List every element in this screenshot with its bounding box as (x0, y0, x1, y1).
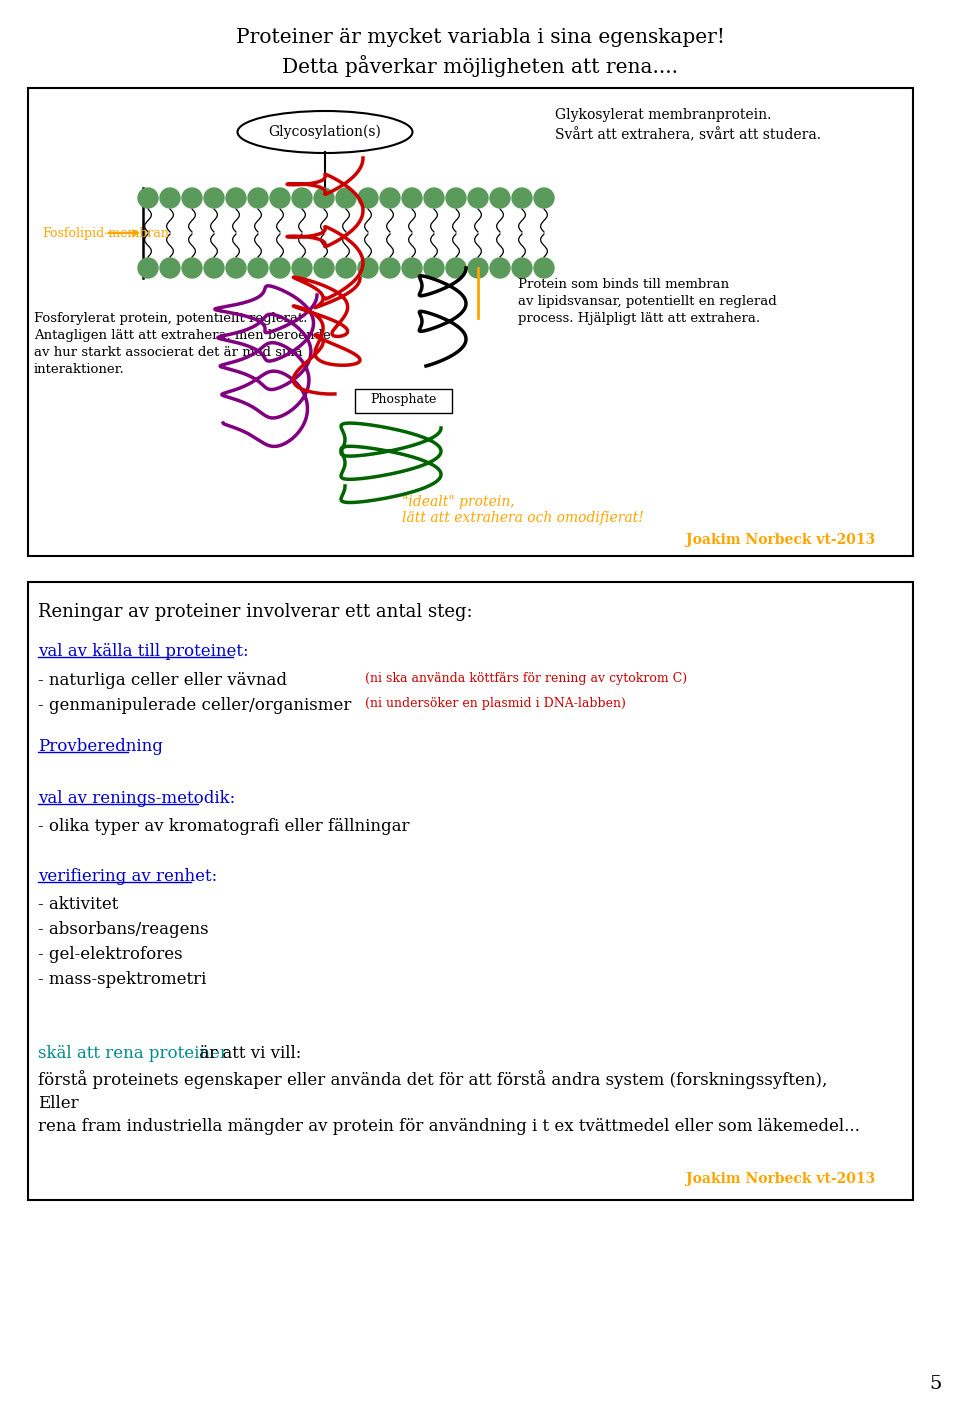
Text: Svårt att extrahera, svårt att studera.: Svårt att extrahera, svårt att studera. (555, 127, 821, 143)
Text: skäl att rena proteiner: skäl att rena proteiner (38, 1045, 228, 1062)
Circle shape (160, 188, 180, 207)
Circle shape (490, 258, 510, 277)
Circle shape (182, 258, 202, 277)
Text: "idealt" protein,
lätt att extrahera och omodifierat!: "idealt" protein, lätt att extrahera och… (402, 495, 644, 525)
Circle shape (534, 188, 554, 207)
Circle shape (336, 188, 356, 207)
Text: val av källa till proteinet:: val av källa till proteinet: (38, 643, 249, 660)
Circle shape (402, 258, 422, 277)
Text: rena fram industriella mängder av protein för användning i t ex tvättmedel eller: rena fram industriella mängder av protei… (38, 1118, 860, 1135)
Text: val av renings-metodik:: val av renings-metodik: (38, 790, 235, 807)
Text: Joakim Norbeck vt-2013: Joakim Norbeck vt-2013 (685, 532, 875, 546)
FancyBboxPatch shape (28, 88, 913, 556)
Circle shape (204, 188, 224, 207)
FancyBboxPatch shape (355, 389, 452, 413)
Circle shape (358, 188, 378, 207)
Text: - gel-elektrofores: - gel-elektrofores (38, 946, 182, 962)
Text: Protein som binds till membran
av lipidsvansar, potentiellt en reglerad
process.: Protein som binds till membran av lipids… (518, 277, 777, 325)
Circle shape (534, 258, 554, 277)
Circle shape (270, 188, 290, 207)
Text: - aktivitet: - aktivitet (38, 897, 118, 913)
Circle shape (358, 258, 378, 277)
Circle shape (204, 258, 224, 277)
Text: Joakim Norbeck vt-2013: Joakim Norbeck vt-2013 (685, 1173, 875, 1187)
Circle shape (490, 188, 510, 207)
FancyBboxPatch shape (28, 581, 913, 1201)
Circle shape (292, 188, 312, 207)
Circle shape (468, 188, 488, 207)
Circle shape (138, 188, 158, 207)
Circle shape (292, 258, 312, 277)
Circle shape (512, 188, 532, 207)
Text: - genmanipulerade celler/organismer: - genmanipulerade celler/organismer (38, 698, 351, 715)
Circle shape (226, 258, 246, 277)
Circle shape (138, 258, 158, 277)
Text: Phosphate: Phosphate (370, 394, 436, 406)
Circle shape (468, 258, 488, 277)
Text: Eller: Eller (38, 1096, 79, 1112)
Text: 5: 5 (929, 1374, 942, 1393)
Text: - olika typer av kromatografi eller fällningar: - olika typer av kromatografi eller fäll… (38, 818, 410, 835)
Text: verifiering av renhet:: verifiering av renhet: (38, 869, 217, 885)
Text: Detta påverkar möjligheten att rena....: Detta påverkar möjligheten att rena.... (282, 55, 678, 77)
Text: Proteiner är mycket variabla i sina egenskaper!: Proteiner är mycket variabla i sina egen… (235, 28, 725, 48)
Circle shape (512, 258, 532, 277)
Text: (ni ska använda köttfärs för rening av cytokrom C): (ni ska använda köttfärs för rening av c… (365, 672, 687, 685)
Circle shape (424, 188, 444, 207)
Text: - absorbans/reagens: - absorbans/reagens (38, 920, 208, 939)
Circle shape (336, 258, 356, 277)
Circle shape (380, 258, 400, 277)
Text: är att vi vill:: är att vi vill: (194, 1045, 301, 1062)
Circle shape (402, 188, 422, 207)
Circle shape (314, 188, 334, 207)
Text: Fosforylerat protein, potentiellt reglerat.
Antagligen lätt att extrahera, men b: Fosforylerat protein, potentiellt regler… (34, 312, 331, 375)
Text: Reningar av proteiner involverar ett antal steg:: Reningar av proteiner involverar ett ant… (38, 602, 472, 621)
Text: Provberedning: Provberedning (38, 738, 163, 755)
Circle shape (182, 188, 202, 207)
Circle shape (248, 258, 268, 277)
Text: (ni undersöker en plasmid i DNA-labben): (ni undersöker en plasmid i DNA-labben) (365, 698, 626, 710)
Text: Fosfolipid-membran: Fosfolipid-membran (42, 227, 169, 240)
Text: Glykosylerat membranprotein.: Glykosylerat membranprotein. (555, 108, 772, 122)
Circle shape (314, 258, 334, 277)
Circle shape (270, 258, 290, 277)
Circle shape (160, 258, 180, 277)
Text: - naturliga celler eller vävnad: - naturliga celler eller vävnad (38, 672, 287, 689)
Circle shape (446, 188, 466, 207)
Circle shape (446, 258, 466, 277)
Circle shape (424, 258, 444, 277)
Text: - mass-spektrometri: - mass-spektrometri (38, 971, 206, 988)
Circle shape (226, 188, 246, 207)
Text: förstå proteinets egenskaper eller använda det för att förstå andra system (fors: förstå proteinets egenskaper eller använ… (38, 1070, 828, 1089)
Circle shape (248, 188, 268, 207)
Text: Glycosylation(s): Glycosylation(s) (269, 125, 381, 139)
Circle shape (380, 188, 400, 207)
